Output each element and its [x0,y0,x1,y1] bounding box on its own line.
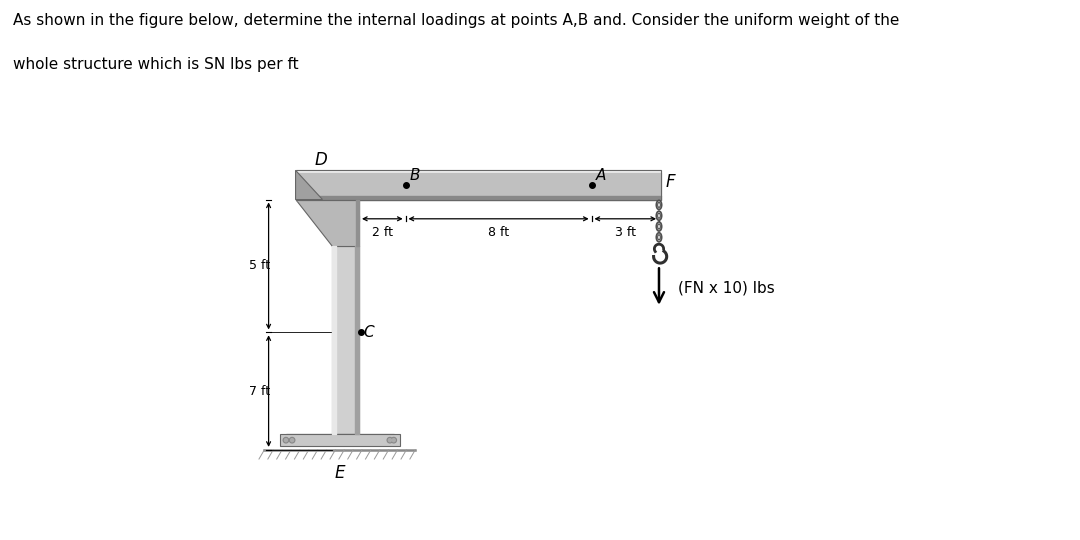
Ellipse shape [658,213,660,218]
Polygon shape [296,170,323,200]
Text: F: F [665,173,675,191]
Text: E: E [335,464,346,482]
Circle shape [389,438,391,442]
Text: whole structure which is SN lbs per ft: whole structure which is SN lbs per ft [13,57,298,72]
Circle shape [391,437,396,443]
Text: D: D [314,151,327,168]
Circle shape [291,438,294,442]
Polygon shape [333,246,359,434]
Ellipse shape [658,202,660,207]
Ellipse shape [658,224,660,229]
Ellipse shape [657,200,662,210]
Text: 2 ft: 2 ft [372,226,393,239]
Text: (FN x 10) lbs: (FN x 10) lbs [678,281,775,296]
Circle shape [387,437,392,443]
Text: A: A [595,167,606,183]
Circle shape [283,437,288,443]
Circle shape [289,437,295,443]
Ellipse shape [657,211,662,220]
Text: 3 ft: 3 ft [615,226,636,239]
Text: 8 ft: 8 ft [488,226,509,239]
Text: 7 ft: 7 ft [248,384,270,397]
Text: B: B [409,167,420,183]
Ellipse shape [657,222,662,231]
Polygon shape [296,200,359,246]
Text: 5 ft: 5 ft [248,259,270,273]
Circle shape [284,438,287,442]
Text: C: C [364,325,375,340]
Ellipse shape [657,233,662,242]
Polygon shape [280,434,400,446]
Ellipse shape [658,235,660,240]
Text: As shown in the figure below, determine the internal loadings at points A,B and.: As shown in the figure below, determine … [13,14,900,29]
Circle shape [392,438,395,442]
